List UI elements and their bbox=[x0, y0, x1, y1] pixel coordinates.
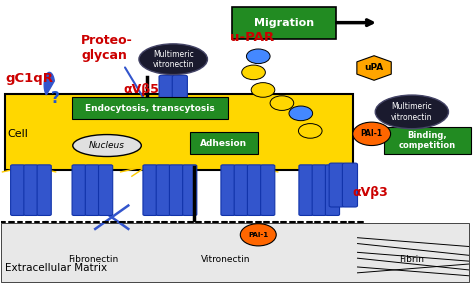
Text: gC1qR: gC1qR bbox=[5, 72, 54, 85]
FancyBboxPatch shape bbox=[72, 165, 86, 216]
Ellipse shape bbox=[73, 135, 141, 156]
Text: Nucleus: Nucleus bbox=[89, 141, 125, 150]
FancyBboxPatch shape bbox=[37, 165, 51, 216]
Text: Endocytosis, transcytosis: Endocytosis, transcytosis bbox=[85, 104, 214, 113]
FancyBboxPatch shape bbox=[261, 165, 275, 216]
Text: Fibronectin: Fibronectin bbox=[68, 255, 118, 264]
Text: Fibrin: Fibrin bbox=[400, 255, 424, 264]
FancyBboxPatch shape bbox=[234, 165, 248, 216]
FancyBboxPatch shape bbox=[99, 165, 113, 216]
FancyBboxPatch shape bbox=[342, 163, 357, 207]
Text: Cell: Cell bbox=[8, 129, 28, 139]
Circle shape bbox=[270, 96, 294, 111]
Text: Multimeric
vitronectin: Multimeric vitronectin bbox=[391, 102, 433, 122]
FancyBboxPatch shape bbox=[383, 126, 471, 154]
FancyBboxPatch shape bbox=[159, 75, 174, 119]
FancyBboxPatch shape bbox=[247, 165, 262, 216]
FancyBboxPatch shape bbox=[232, 6, 336, 39]
Circle shape bbox=[289, 106, 313, 121]
FancyBboxPatch shape bbox=[169, 165, 183, 216]
FancyBboxPatch shape bbox=[156, 165, 170, 216]
Text: PAI-1: PAI-1 bbox=[248, 232, 268, 238]
Text: ?: ? bbox=[51, 91, 59, 106]
FancyBboxPatch shape bbox=[221, 165, 235, 216]
FancyBboxPatch shape bbox=[172, 75, 187, 119]
Text: αVβ3: αVβ3 bbox=[353, 186, 389, 199]
Circle shape bbox=[242, 65, 265, 80]
Text: Migration: Migration bbox=[254, 18, 314, 28]
Circle shape bbox=[246, 49, 270, 64]
Text: Proteо-
glycan: Proteо- glycan bbox=[81, 34, 133, 61]
FancyBboxPatch shape bbox=[85, 165, 100, 216]
FancyBboxPatch shape bbox=[312, 165, 326, 216]
FancyBboxPatch shape bbox=[329, 163, 344, 207]
Polygon shape bbox=[44, 72, 55, 95]
Text: Binding,
competition: Binding, competition bbox=[399, 131, 456, 150]
Circle shape bbox=[251, 83, 275, 97]
FancyBboxPatch shape bbox=[190, 132, 258, 154]
FancyBboxPatch shape bbox=[182, 165, 197, 216]
FancyBboxPatch shape bbox=[143, 165, 157, 216]
Circle shape bbox=[299, 123, 322, 138]
Text: Vitronectin: Vitronectin bbox=[201, 255, 250, 264]
FancyBboxPatch shape bbox=[5, 94, 353, 171]
FancyBboxPatch shape bbox=[0, 223, 469, 282]
Text: Adhesion: Adhesion bbox=[201, 139, 247, 148]
Text: Multimeric
vitronectin: Multimeric vitronectin bbox=[153, 49, 194, 69]
Circle shape bbox=[353, 122, 391, 146]
Text: uPA: uPA bbox=[365, 64, 383, 73]
Ellipse shape bbox=[139, 44, 208, 75]
FancyBboxPatch shape bbox=[24, 165, 38, 216]
Text: Extracellular Matrix: Extracellular Matrix bbox=[5, 263, 108, 273]
Circle shape bbox=[240, 224, 276, 246]
Text: u-PAR: u-PAR bbox=[230, 31, 274, 44]
FancyBboxPatch shape bbox=[325, 165, 339, 216]
FancyBboxPatch shape bbox=[299, 165, 313, 216]
Text: αVβ5: αVβ5 bbox=[124, 83, 159, 96]
Text: PAI-1: PAI-1 bbox=[361, 129, 383, 138]
FancyBboxPatch shape bbox=[10, 165, 25, 216]
FancyBboxPatch shape bbox=[72, 97, 228, 119]
Ellipse shape bbox=[375, 95, 448, 129]
